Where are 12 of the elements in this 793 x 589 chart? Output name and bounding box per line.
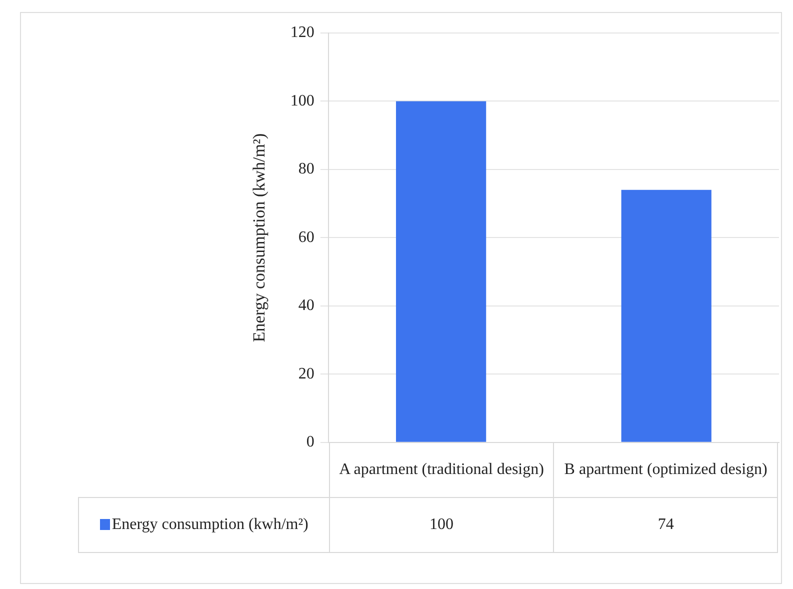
y-tick-label: 0 bbox=[306, 434, 314, 451]
y-axis-title: Energy consumption (kwh/m²) bbox=[250, 133, 269, 342]
legend-label: Energy consumption (kwh/m²) bbox=[78, 498, 330, 553]
y-tick-label: 20 bbox=[298, 365, 314, 382]
y-tick-label: 40 bbox=[298, 297, 314, 314]
x-tick-label: B apartment (optimized design) bbox=[554, 442, 778, 498]
x-tick-label: A apartment (traditional design) bbox=[329, 442, 554, 498]
y-tick-label: 80 bbox=[298, 160, 314, 178]
y-tick-label: 100 bbox=[290, 92, 314, 110]
y-tick-label: 60 bbox=[298, 228, 314, 246]
data-label: 74 bbox=[554, 498, 778, 553]
y-tick-label: 120 bbox=[290, 24, 314, 42]
